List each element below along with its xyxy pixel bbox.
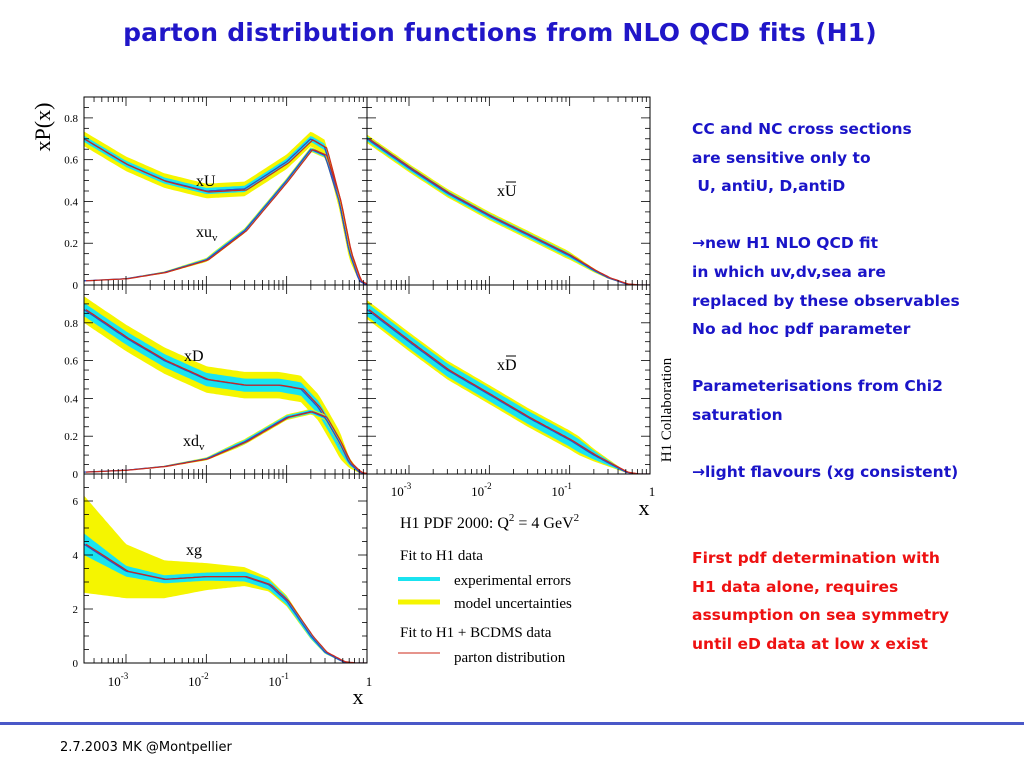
plot-area-xUbar [367,134,650,285]
y-tick-label: 0.6 [64,155,78,167]
legend: H1 PDF 2000: Q2 = 4 GeV2 Fit to H1 data ex… [398,512,579,666]
curve-label: xuv [196,224,218,244]
y-tick-label: 0.8 [64,113,78,125]
x-tick-label: 10-2 [188,671,209,689]
bcdms-fit-line-xU-1 [85,149,367,285]
panel-frame-xDbar [366,284,651,475]
note-line: CC and NC cross sections [692,120,912,138]
note-line: saturation [692,405,783,424]
h1-fit-line-xDbar-0 [367,309,650,474]
legend-group-h1: Fit to H1 data [400,548,483,564]
model-band-xUbar-0 [367,134,650,285]
y-tick-label: 0 [73,469,79,481]
panel-xDbar: xD [366,284,651,475]
y-tick-label: 4 [73,550,79,562]
note-line: →new H1 NLO QCD fit [692,234,878,253]
note-line: H1 data alone, requires [692,577,899,596]
note-line: until eD data at low x exist [692,634,928,653]
panel-xUbar: xU [366,96,651,286]
notes-blue: CC and NC cross sections are sensitive on… [692,115,1022,487]
x-axis-title: x [639,495,650,520]
note-line: U, antiU, D,antiD [692,177,846,196]
note-line: →light flavours (xg consistent) [692,463,959,482]
x-tick-label: 10-3 [108,671,129,689]
h1-fit-line-xUbar-0 [367,138,650,285]
bcdms-fit-line-xg-0 [85,543,367,663]
y-tick-label: 0.2 [64,431,78,443]
note-line: No ad hoc pdf parameter [692,320,911,339]
exp-band-xD-0 [84,303,367,474]
note-line: are sensitive only to [692,148,871,167]
model-band-xU-0 [84,131,367,285]
curve-label: xD [497,357,517,374]
side-label: H1 Collaboration [659,357,675,462]
panel-xD: 0 0.2 0.4 0.6 0.8 xD xdv [64,284,368,481]
x-tick-label: 10-3 [391,481,412,499]
note-line: First pdf determination with [692,548,940,567]
bcdms-fit-line-xU-0 [85,139,367,285]
x-axis-title: x [353,684,364,709]
pdf-figure: 0 0.2 0.4 0.6 0.8 xU xuv xU 0 0.2 0.4 0.6 0.8 xD xdv xD… [30,96,675,709]
y-tick-label: 2 [73,604,79,616]
x-tick-label: 10-2 [471,481,492,499]
curve-label: xU [497,183,517,200]
note-line: replaced by these observables [692,291,960,310]
curve-label: xg [186,542,202,559]
note-line: assumption on sea symmetry [692,606,949,625]
model-band-xDbar-0 [367,300,650,474]
bcdms-fit-line-xD-0 [85,309,367,474]
y-tick-label: 0.2 [64,238,78,250]
legend-experimental-label: experimental errors [454,573,571,589]
y-tick-label: 0.4 [64,196,78,208]
y-tick-label: 0 [73,658,79,670]
plot-area-xU [84,131,367,285]
legend-parton-label: parton distribution [454,650,566,666]
bcdms-fit-line-xD-1 [85,411,367,474]
x-tick-label: 10-1 [551,481,572,499]
panel-xU: 0 0.2 0.4 0.6 0.8 xU xuv [64,96,368,292]
legend-header: H1 PDF 2000: Q2 = 4 GeV2 [400,512,579,532]
slide-title: parton distribution functions from NLO Q… [123,18,877,47]
bcdms-fit-line-xDbar-0 [368,309,650,474]
legend-group-bcdms: Fit to H1 + BCDMS data [400,625,552,641]
exp-band-xUbar-0 [367,136,650,285]
exp-band-xDbar-0 [367,303,650,474]
x-tick-label: 10-1 [268,671,289,689]
y-tick-label: 0.4 [64,393,78,405]
plot-area-xD [84,296,367,474]
notes-panel: CC and NC cross sections are sensitive on… [692,115,1022,658]
plot-area-xg [84,495,367,663]
panel-xg: 0 2 4 6 xg [73,473,368,670]
footer-text: 2.7.2003 MK @Montpellier [60,740,232,755]
curve-label: xU [196,173,216,190]
bcdms-fit-line-xUbar-0 [368,138,650,285]
x-tick-label: 1 [366,674,373,689]
note-line: in which uv,dv,sea are [692,262,886,281]
y-axis-title: xP(x) [30,103,55,152]
curve-label: xdv [183,433,205,453]
curve-label: xD [184,348,204,365]
x-tick-label: 1 [649,484,656,499]
notes-red: First pdf determination with H1 data alon… [692,544,1022,658]
y-tick-label: 0.6 [64,356,78,368]
y-tick-label: 0.8 [64,318,78,330]
note-line: Parameterisations from Chi2 [692,377,943,396]
y-tick-label: 6 [73,496,79,508]
legend-model-label: model uncertainties [454,596,572,612]
footer-divider [0,722,1024,725]
y-tick-label: 0 [73,280,79,292]
plot-area-xDbar [367,300,650,474]
